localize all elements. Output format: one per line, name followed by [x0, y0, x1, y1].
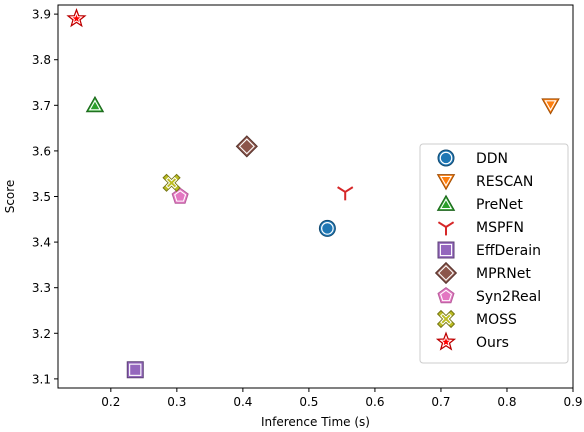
x-tick-label: 0.7	[431, 395, 450, 409]
data-point-mprnet	[235, 135, 258, 158]
data-point-ours	[66, 8, 87, 28]
legend-marker-ddn	[437, 149, 455, 167]
legend-marker-prenet	[436, 194, 456, 211]
x-tick-label: 0.5	[299, 395, 318, 409]
legend-label-mprnet: MPRNet	[476, 266, 531, 282]
data-point-mspfn	[337, 186, 354, 201]
legend-marker-effderain	[437, 241, 455, 259]
legend-marker-mprnet	[434, 261, 458, 285]
data-point-syn2real	[171, 187, 189, 204]
x-tick-label: 0.8	[497, 395, 516, 409]
x-tick-label: 0.6	[365, 395, 384, 409]
legend-label-mspfn: MSPFN	[476, 220, 524, 236]
legend-marker-syn2real	[437, 286, 455, 304]
y-tick-label: 3.2	[32, 327, 51, 341]
legend-box	[419, 143, 569, 364]
data-point-ddn	[318, 219, 336, 237]
data-point-prenet	[85, 95, 105, 113]
x-tick-label: 0.2	[101, 395, 120, 409]
y-tick-label: 3.8	[32, 53, 51, 67]
y-tick-label: 3.6	[32, 144, 51, 158]
x-tick-label: 0.9	[563, 395, 582, 409]
data-points	[66, 8, 560, 379]
x-tick-label: 0.3	[167, 395, 186, 409]
legend-marker-moss	[436, 309, 456, 329]
x-axis: 0.2 0.3 0.4 0.5 0.6 0.7 0.8 0.9	[101, 388, 583, 409]
legend-label-prenet: PreNet	[476, 197, 523, 213]
y-tick-label: 3.5	[32, 190, 51, 204]
x-tick-label: 0.4	[233, 395, 252, 409]
legend-marker-rescan	[436, 174, 456, 191]
y-tick-label: 3.7	[32, 99, 51, 113]
y-axis-label: Score	[3, 180, 17, 214]
data-point-effderain	[126, 361, 144, 379]
legend-label-syn2real: Syn2Real	[476, 289, 541, 305]
legend-label-moss: MOSS	[476, 312, 517, 328]
data-point-rescan	[541, 98, 560, 115]
legend: DDN RESCAN PreNet MSPFN EffDerain MPRNet Syn2R…	[419, 143, 569, 364]
data-point-moss	[162, 173, 181, 192]
legend-label-rescan: RESCAN	[476, 174, 533, 190]
legend-label-ddn: DDN	[476, 151, 508, 167]
legend-label-ours: Ours	[476, 335, 509, 351]
y-tick-label: 3.3	[32, 281, 51, 295]
y-tick-label: 3.1	[32, 372, 51, 386]
legend-label-effderain: EffDerain	[476, 243, 541, 259]
plot-frame	[57, 4, 574, 389]
y-axis: 3.1 3.2 3.3 3.4 3.5 3.6 3.7 3.8 3.9	[32, 8, 58, 386]
x-axis-label: Inference Time (s)	[261, 415, 370, 429]
legend-marker-ours	[435, 331, 457, 351]
legend-marker-mspfn	[437, 221, 455, 236]
y-tick-label: 3.4	[32, 236, 51, 250]
y-tick-label: 3.9	[32, 8, 51, 22]
